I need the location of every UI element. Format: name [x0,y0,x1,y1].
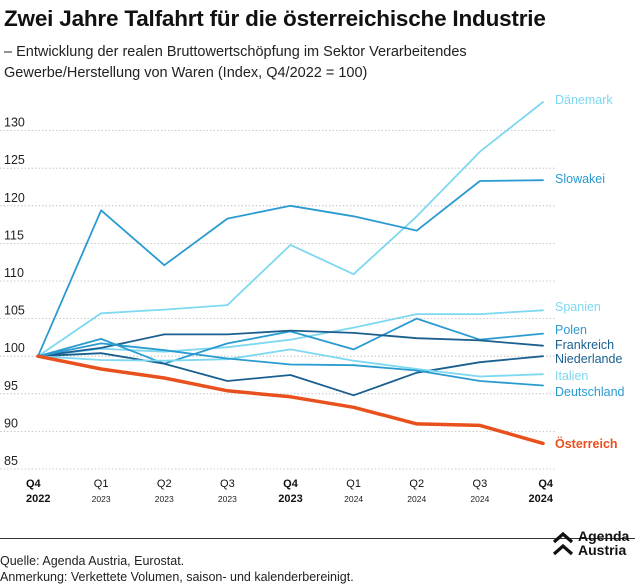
logo-chevron-icon [552,531,574,556]
x-tick-year: 2023 [218,494,237,504]
series-label: Niederlande [555,352,622,366]
x-tick-year: 2024 [470,494,489,504]
series-line [37,101,544,358]
footer: Quelle: Agenda Austria, Eurostat. Anmerk… [0,553,354,585]
series-line [37,179,544,358]
x-tick-label: Q4 [283,478,299,490]
y-tick-label: 115 [4,228,24,242]
x-tick-year: 2023 [155,494,174,504]
y-tick-label: 95 [4,379,18,393]
series-line [37,317,544,365]
series-label: Polen [555,323,587,337]
series-label: Slowakei [555,172,605,186]
y-tick-label: 105 [4,304,25,318]
series-label: Deutschland [555,385,625,399]
x-tick-year: 2024 [529,493,554,505]
agenda-austria-logo: Agenda Austria [552,527,632,559]
series-labels: Dänemark Slowakei Spanien PolenFrankreichNi… [555,93,625,451]
y-axis-ticks: 85 90 95 100 105 110 115 120 125 130 [4,116,25,468]
series-label: Spanien [555,300,601,314]
method-note: Anmerkung: Verkettete Volumen, saison- u… [0,570,354,584]
grid-lines [0,130,555,470]
series-line [37,329,544,358]
series-label: Italien [555,369,588,383]
chart-title: Zwei Jahre Talfahrt für die österreichis… [4,6,546,31]
x-tick-year: 2023 [92,494,111,504]
y-tick-label: 100 [4,341,25,355]
source-note: Quelle: Agenda Austria, Eurostat. [0,554,185,568]
y-tick-label: 120 [4,191,25,205]
series-line [37,309,544,358]
series-line [37,348,544,378]
y-tick-label: 130 [4,116,25,130]
x-axis-ticks: Q4 2022 Q1 2023 Q2 2023 Q3 2023 Q4 2023 Q1 2024 Q2 20… [26,478,554,505]
series-line [37,342,544,387]
x-tick-label: Q1 [346,478,361,490]
y-tick-label: 90 [4,416,18,430]
logo-text: Agenda Austria [578,528,630,558]
footer-divider [0,538,635,539]
series-line [36,354,545,446]
y-tick-label: 125 [4,153,25,167]
x-tick-year: 2023 [278,493,302,505]
series-label: Dänemark [555,93,613,107]
y-tick-label: 85 [4,454,18,468]
series-line [37,352,544,397]
x-tick-label: Q2 [157,478,172,490]
x-tick-year: 2024 [344,494,363,504]
x-tick-label: Q2 [409,478,424,490]
series-label: Frankreich [555,338,614,352]
x-tick-label: Q1 [94,478,109,490]
chart-subtitle: – Entwicklung der realen Bruttowertschöp… [4,44,467,81]
x-tick-label: Q3 [473,478,488,490]
y-tick-label: 110 [4,266,24,280]
series-lines [36,101,545,446]
x-tick-label: Q4 [538,478,554,490]
x-tick-label: Q4 [26,478,42,490]
x-tick-year: 2022 [26,493,50,505]
x-tick-label: Q3 [220,478,235,490]
series-label: Österreich [555,436,618,451]
x-tick-year: 2024 [407,494,426,504]
